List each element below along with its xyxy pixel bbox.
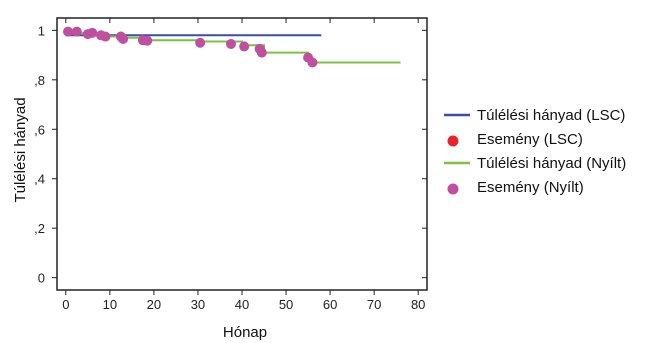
legend-point-swatch: [447, 135, 459, 147]
legend-label: Esemény (LSC): [477, 131, 583, 148]
x-tick-label: 50: [279, 297, 293, 312]
x-tick-label: 10: [103, 297, 117, 312]
plot-area: [56, 17, 428, 291]
x-tick-label: 70: [367, 297, 381, 312]
x-tick-label: 40: [235, 297, 249, 312]
legend-label: Túlélési hányad (LSC): [477, 107, 625, 124]
y-tick-label: ,8: [34, 73, 45, 88]
event-point: [142, 35, 153, 46]
x-tick-label: 20: [147, 297, 161, 312]
y-tick-label: ,6: [34, 122, 45, 137]
event-point: [71, 26, 82, 37]
y-tick-label: ,2: [34, 221, 45, 236]
legend-item: Túlélési hányad (LSC): [444, 107, 625, 124]
legend-point-swatch: [447, 183, 459, 195]
x-axis-title: Hónap: [223, 324, 267, 341]
x-tick-label: 80: [411, 297, 425, 312]
x-tick-label: 0: [62, 297, 69, 312]
event-point: [256, 47, 267, 58]
event-point: [118, 34, 129, 45]
event-point: [239, 41, 250, 52]
y-axis-title: Túlélési hányad: [12, 97, 29, 202]
event-point: [307, 57, 318, 68]
legend-label: Túlélési hányad (Nyílt): [477, 155, 626, 172]
legend-item: Esemény (Nyílt): [447, 179, 584, 196]
x-tick-label: 60: [323, 297, 337, 312]
legend-item: Túlélési hányad (Nyílt): [444, 155, 626, 172]
legend-label: Esemény (Nyílt): [477, 179, 584, 196]
y-tick-label: 0: [38, 271, 45, 286]
y-tick-label: 1: [38, 23, 45, 38]
event-point: [100, 31, 111, 42]
event-point: [87, 27, 98, 38]
event-point: [63, 26, 74, 37]
event-point: [195, 37, 206, 48]
event-point: [225, 38, 236, 49]
legend: Túlélési hányad (LSC) Esemény (LSC) Túlélé…: [444, 107, 626, 196]
y-tick-label: ,4: [34, 172, 45, 187]
legend-item: Esemény (LSC): [447, 131, 583, 148]
x-tick-label: 30: [191, 297, 205, 312]
